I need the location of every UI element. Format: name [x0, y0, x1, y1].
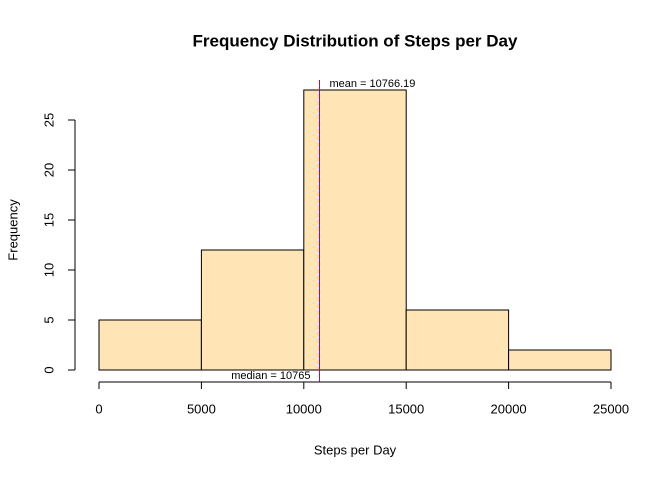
x-tick-label: 20000: [491, 401, 527, 416]
chart-title: Frequency Distribution of Steps per Day: [193, 31, 518, 50]
mean-label: mean = 10766.19: [329, 78, 415, 90]
bar: [200, 249, 305, 371]
y-tick-label: 0: [41, 366, 56, 373]
y-axis-label: Frequency: [5, 199, 20, 261]
y-tick-label: 25: [41, 113, 56, 127]
bar: [98, 319, 202, 371]
x-tick-label: 25000: [593, 401, 629, 416]
x-tick-label: 15000: [388, 401, 424, 416]
median-label: median = 10765: [231, 370, 310, 382]
bar: [508, 349, 612, 371]
bar: [303, 89, 407, 371]
y-tick-label: 10: [41, 263, 56, 277]
x-axis-label: Steps per Day: [314, 442, 397, 457]
y-tick-label: 20: [41, 163, 56, 177]
y-tick-label: 5: [41, 316, 56, 323]
bar: [405, 309, 510, 371]
x-tick-label: 10000: [286, 401, 322, 416]
x-tick-label: 0: [95, 401, 102, 416]
y-tick-label: 15: [41, 213, 56, 227]
x-tick-label: 5000: [187, 401, 216, 416]
